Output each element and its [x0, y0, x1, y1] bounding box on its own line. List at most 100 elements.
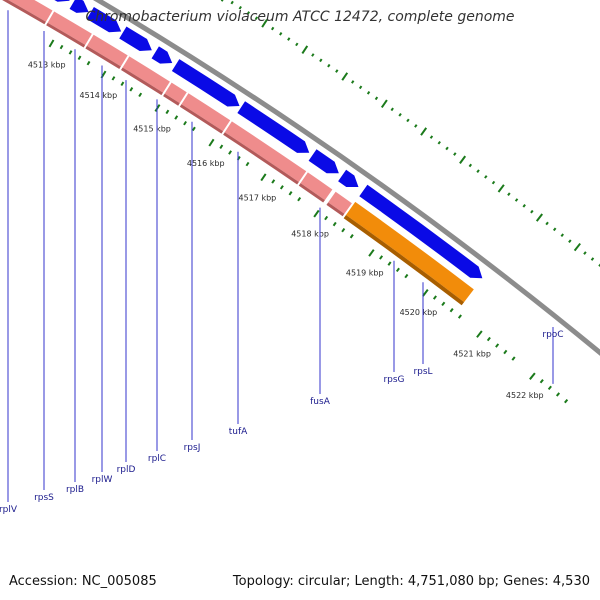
ruler-tick [165, 109, 170, 115]
gene-block-edge [2, 0, 46, 25]
gene-label: rpsL [413, 367, 432, 377]
ruler-tick [138, 92, 143, 98]
gc-tick [530, 209, 534, 214]
gc-tick [568, 239, 572, 243]
gc-tick [319, 58, 323, 63]
cds-arrow [338, 169, 359, 188]
ruler-label: 4519 kbp [346, 269, 384, 278]
gene-block-edge [223, 132, 299, 185]
ruler-tick [111, 76, 116, 81]
gc-tick [598, 263, 600, 267]
ruler-tick [48, 39, 55, 48]
cds-arrow [119, 26, 152, 51]
gc-tick [279, 32, 283, 36]
gc-tick [459, 155, 467, 164]
gc-tick [437, 140, 441, 145]
ruler-tick [129, 87, 134, 92]
gc-tick [246, 11, 251, 15]
gene-label: rpsS [34, 493, 54, 503]
gc-tick [295, 42, 299, 47]
gc-tick [327, 63, 331, 68]
gene-block [300, 172, 333, 201]
gene-block-edge [179, 104, 224, 134]
gc-tick [497, 184, 505, 193]
ruler-tick [191, 126, 196, 132]
ruler-label: 4516 kbp [187, 159, 225, 168]
ruler-label: 4521 kbp [453, 349, 491, 358]
gc-tick [590, 257, 595, 261]
gene-block [164, 82, 187, 104]
cds-arrow [308, 149, 339, 174]
accession-label: Accession: NC_005085 [9, 574, 157, 589]
ruler-tick [174, 115, 179, 120]
gene-label: rplV [0, 505, 18, 515]
ruler-label: 4517 kbp [239, 193, 277, 202]
rpoc-block-edge [343, 214, 465, 306]
backbone-line [92, 0, 600, 356]
ruler-tick [529, 372, 536, 380]
gc-tick [445, 146, 449, 151]
gc-tick [238, 5, 242, 10]
gc-tick [287, 37, 291, 41]
gene-label: tufA [229, 427, 248, 437]
gene-block [224, 121, 307, 183]
ruler-tick [313, 209, 320, 218]
gc-tick [398, 113, 402, 117]
gc-tick [545, 221, 549, 226]
ruler-tick [219, 144, 224, 149]
rpoc-block [346, 201, 474, 303]
gc-tick [261, 19, 268, 28]
gc-tick [270, 26, 275, 31]
ruler-tick [511, 356, 516, 361]
cds-arrow [171, 59, 240, 107]
ruler-tick [449, 308, 454, 313]
ruler-tick [422, 289, 429, 297]
ruler-tick [432, 295, 437, 300]
ruler-tick [503, 349, 508, 355]
gc-tick [254, 16, 259, 20]
ruler-tick [279, 185, 284, 190]
gc-tick [420, 127, 428, 136]
gc-tick [406, 118, 410, 123]
gene-block [47, 11, 92, 45]
gc-tick [311, 53, 315, 57]
ruler-tick [245, 161, 250, 167]
gene-block-edge [298, 183, 325, 203]
ruler-tick [555, 392, 561, 397]
ruler-label: 4522 kbp [506, 391, 544, 400]
ruler-tick [539, 379, 544, 384]
gene-block-edge [163, 93, 180, 106]
gc-tick [358, 85, 363, 90]
gc-tick [583, 251, 587, 255]
gc-tick [220, 0, 224, 2]
gc-tick [507, 192, 511, 196]
gene-label: fusA [310, 397, 331, 407]
gc-tick [522, 204, 526, 208]
ruler-tick [486, 336, 491, 342]
ruler-tick [324, 215, 329, 221]
ruler-tick [349, 234, 354, 239]
cds-track [54, 0, 483, 279]
ruler-tick [395, 267, 400, 273]
ruler-tick [404, 273, 409, 279]
gene-block-edge [326, 202, 345, 217]
gc-tick [429, 135, 434, 139]
gene-label: rplD [117, 465, 136, 475]
gene-label: rpoC [542, 330, 563, 340]
ruler-tick [59, 44, 64, 50]
gc-tick [552, 227, 557, 232]
ruler-label: 4518 kbp [291, 230, 329, 239]
ruler-tick [77, 55, 82, 61]
gc-tick [351, 80, 355, 84]
gc-skew-ticks [220, 0, 600, 267]
gene-block-edge [121, 67, 164, 96]
gene-label: rpsJ [184, 443, 201, 453]
gene-label: rplB [66, 485, 84, 495]
ruler-tick [379, 255, 384, 260]
ruler-tick [228, 150, 232, 155]
gc-tick [514, 198, 519, 202]
ruler-tick [86, 60, 91, 66]
ruler-tick [183, 120, 187, 126]
ruler-label: 4513 kbp [28, 60, 66, 69]
